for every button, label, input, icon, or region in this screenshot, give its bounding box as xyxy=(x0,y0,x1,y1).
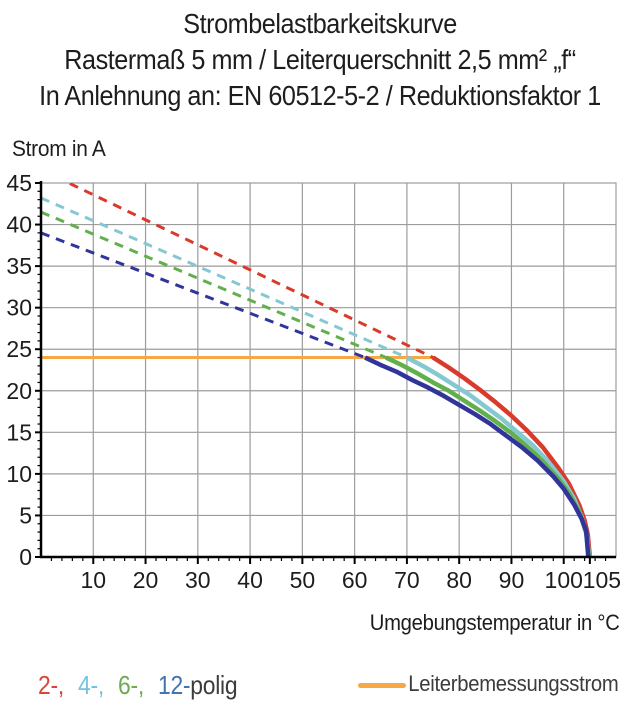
y-tick-label: 5 xyxy=(19,502,32,528)
curve-dashed-12-polig xyxy=(41,231,366,359)
y-tick-label: 0 xyxy=(19,544,32,570)
y-tick-label: 40 xyxy=(6,212,32,238)
y-tick-label: 10 xyxy=(6,461,32,487)
y-tick-label: 35 xyxy=(6,253,32,279)
y-tick-label: 20 xyxy=(6,378,32,404)
curve-solid-6-polig xyxy=(385,355,592,557)
legend-pole-item: 6-, xyxy=(117,670,144,700)
rated-current-line-swatch xyxy=(358,683,406,688)
x-tick-label: 20 xyxy=(133,567,159,593)
curve-solid-12-polig xyxy=(364,355,591,557)
x-tick-label: 60 xyxy=(342,567,368,593)
chart-title-line1: Strombelastbarkeitskurve xyxy=(183,8,457,39)
derating-chart: 0 5 10 15 20 25 30 35 40 45 10 20 30 40 50 60 70 80 90 100 1… xyxy=(6,170,621,593)
legend-pole-item: 2-, xyxy=(38,670,64,700)
y-tick-label: 25 xyxy=(6,336,32,362)
x-tick-label: 90 xyxy=(499,567,525,593)
curve-dashed-4-polig xyxy=(41,196,408,359)
legend-pole-suffix: polig xyxy=(190,670,238,700)
chart-title: Strombelastbarkeitskurve Rastermaß 5 mm … xyxy=(32,6,608,114)
curve-dashed-6-polig xyxy=(41,210,387,359)
legend-pole-item: 12- xyxy=(157,670,191,700)
x-axis-title: Umgebungstemperatur in °C xyxy=(370,610,620,635)
rated-current-label: Leiterbemessungsstrom xyxy=(407,671,618,696)
y-tick-label: 30 xyxy=(6,295,32,321)
curve-dashed-2-polig xyxy=(65,183,434,359)
curve-solid-4-polig xyxy=(405,355,592,557)
legend-pole-counts: 2-, 4-, 6-, 12-polig xyxy=(38,670,238,701)
y-tick-label: 15 xyxy=(6,419,32,445)
x-tick-label: 100 xyxy=(545,567,583,593)
x-tick-label: 105 xyxy=(583,567,621,593)
x-tick-label: 30 xyxy=(185,567,211,593)
plot-frame xyxy=(40,182,617,558)
x-tick-label: 10 xyxy=(80,567,106,593)
x-tick-label: 40 xyxy=(237,567,263,593)
x-tick-label: 70 xyxy=(394,567,420,593)
y-tick-label: 45 xyxy=(6,170,32,196)
chart-title-line2: Rastermaß 5 mm / Leiterquerschnitt 2,5 m… xyxy=(64,44,576,75)
x-tick-label: 80 xyxy=(446,567,472,593)
chart-title-line3: In Anlehnung an: EN 60512-5-2 / Reduktio… xyxy=(39,80,601,111)
x-tick-label: 50 xyxy=(290,567,316,593)
legend-pole-item: 4-, xyxy=(77,670,104,700)
y-axis-title: Strom in A xyxy=(12,136,106,161)
